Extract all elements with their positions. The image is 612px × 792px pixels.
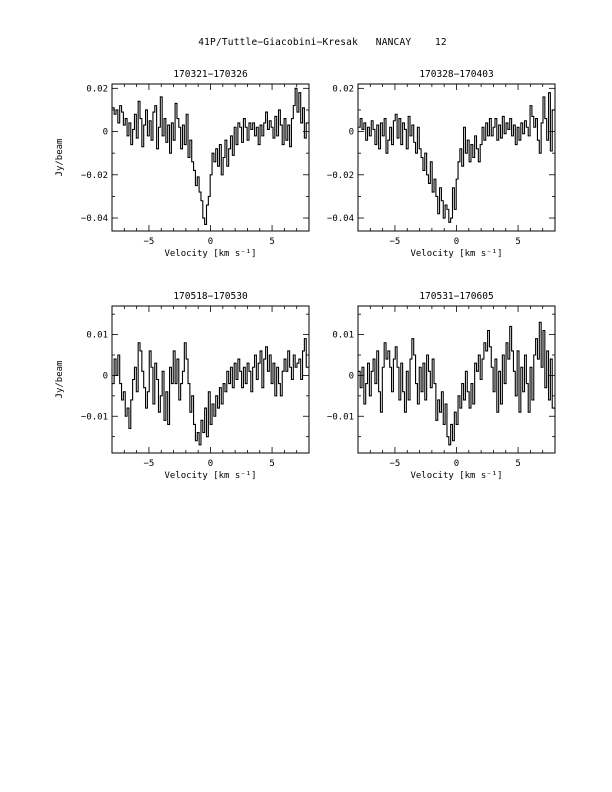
- y-tick-label: 0: [349, 128, 354, 138]
- y-axis-label: Jy/beam: [55, 361, 65, 399]
- y-tick-label: −0.04: [327, 214, 354, 224]
- x-axis-label: Velocity [km s⁻¹]: [164, 471, 256, 481]
- plot-frame: [111, 83, 310, 232]
- x-tick-label: 0: [208, 237, 213, 247]
- y-tick-label: −0.02: [327, 171, 354, 181]
- chart-panel: −5 0 5 −0.04 −0.02 0 0.02 170321−170326 Velocity…: [55, 69, 310, 259]
- x-tick-label: −5: [144, 459, 155, 469]
- plot-frame: [111, 305, 310, 454]
- y-tick-label: 0.02: [332, 84, 354, 94]
- chart-panel: −5 0 5 −0.01 0 0.01 170518−170530 Velocity [km …: [55, 291, 310, 481]
- y-tick-label: 0: [103, 371, 108, 381]
- y-tick-label: 0: [103, 128, 108, 138]
- x-tick-label: 5: [515, 459, 520, 469]
- x-tick-label: 5: [269, 459, 274, 469]
- x-tick-label: 5: [515, 237, 520, 247]
- plot-frame: [357, 305, 556, 454]
- panel-title: 170518−170530: [173, 291, 248, 302]
- x-tick-label: −5: [144, 237, 155, 247]
- y-tick-label: −0.01: [81, 412, 108, 422]
- x-axis-label: Velocity [km s⁻¹]: [410, 249, 502, 259]
- panel-title: 170328−170403: [419, 69, 493, 80]
- panel-title: 170531−170605: [419, 291, 493, 302]
- x-axis-label: Velocity [km s⁻¹]: [410, 471, 502, 481]
- x-tick-label: 0: [454, 237, 459, 247]
- spectrum-series-line: [112, 87, 309, 226]
- x-tick-label: 0: [454, 459, 459, 469]
- chart-panel: −5 0 5 −0.04 −0.02 0 0.02 170328−170403 Velocity…: [327, 69, 556, 259]
- y-tick-label: −0.04: [81, 214, 108, 224]
- y-tick-label: 0.01: [332, 331, 354, 341]
- y-tick-label: 0: [349, 371, 354, 381]
- y-tick-label: −0.02: [81, 171, 108, 181]
- chart-panel: −5 0 5 −0.01 0 0.01 170531−170605 Velocity [km …: [327, 291, 556, 481]
- x-tick-label: 0: [208, 459, 213, 469]
- panel-title: 170321−170326: [173, 69, 248, 80]
- x-axis-label: Velocity [km s⁻¹]: [164, 249, 256, 259]
- x-tick-label: −5: [390, 237, 401, 247]
- y-tick-label: 0.02: [86, 84, 108, 94]
- x-tick-label: −5: [390, 459, 401, 469]
- spectrum-series-line: [112, 338, 309, 446]
- spectrum-series-line: [358, 92, 555, 223]
- y-tick-label: −0.01: [327, 412, 354, 422]
- x-tick-label: 5: [269, 237, 274, 247]
- y-tick-label: 0.01: [86, 331, 108, 341]
- y-axis-label: Jy/beam: [55, 139, 65, 177]
- spectrum-series-line: [358, 321, 555, 446]
- figure-title: 41P/Tuttle−Giacobini−Kresak NANCAY 12: [198, 37, 447, 48]
